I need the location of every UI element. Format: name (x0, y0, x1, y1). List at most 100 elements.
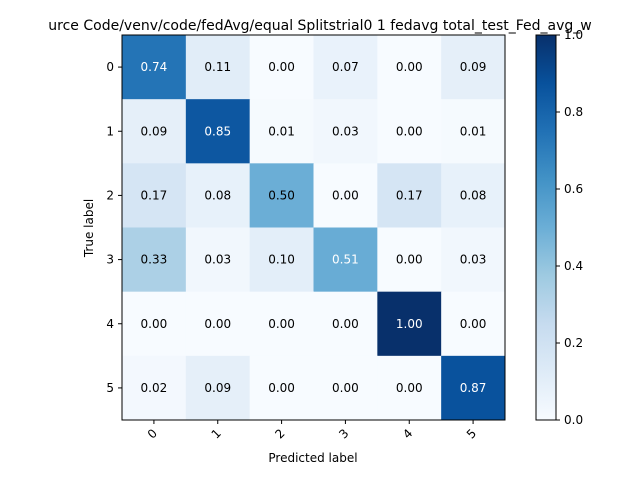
heatmap-cell (249, 99, 314, 164)
cell-value-label: 0.00 (332, 188, 359, 202)
heatmap-cell (441, 291, 506, 357)
heatmap-cell (441, 355, 506, 421)
cell-value-label: 0.00 (268, 60, 295, 74)
cell-value-label: 0.01 (268, 124, 295, 138)
cell-value-label: 0.00 (396, 124, 423, 138)
heatmap-cell (441, 227, 506, 293)
colorbar-ticks: 0.0 0.2 0.4 0.6 0.8 1.0 (556, 28, 583, 427)
colorbar-tick-label: 0.0 (564, 413, 583, 427)
x-axis-label: Predicted label (268, 451, 357, 465)
cell-value-label: 0.09 (460, 60, 487, 74)
y-tick-label: 1 (106, 124, 114, 138)
y-axis-ticks: 0 1 2 3 4 5 (106, 60, 122, 395)
cell-value-label: 0.10 (268, 253, 295, 267)
heatmap-cell (313, 35, 378, 100)
y-tick-label: 0 (106, 60, 114, 74)
heatmap-cell (441, 163, 506, 228)
heatmap-cell (313, 163, 378, 228)
heatmap-cell (377, 99, 442, 164)
heatmap-cell (122, 35, 187, 100)
cell-value-label: 0.00 (332, 381, 359, 395)
colorbar (535, 34, 557, 421)
colorbar-tick-label: 0.8 (564, 105, 583, 119)
cell-value-label: 0.00 (396, 381, 423, 395)
heatmap-cell (377, 291, 442, 357)
heatmap-cell (122, 163, 187, 228)
heatmap-cell (249, 163, 314, 228)
y-tick-label: 2 (106, 188, 114, 202)
chart-title: urce Code/venv/code/fedAvg/equal Splitst… (48, 18, 591, 34)
heatmap-cell (441, 99, 506, 164)
cell-value-label: 0.03 (204, 253, 231, 267)
y-tick-label: 5 (106, 381, 114, 395)
colorbar-tick-label: 1.0 (564, 28, 583, 42)
cell-value-label: 1.00 (396, 317, 423, 331)
heatmap-cell (185, 355, 251, 421)
y-axis-label: True label (82, 199, 96, 258)
heatmap-cell (377, 163, 442, 228)
heatmap-cell (313, 227, 378, 293)
x-tick-label: 4 (400, 426, 415, 441)
heatmap-cell (313, 291, 378, 357)
x-tick-label: 1 (209, 426, 224, 441)
heatmap-cell (122, 99, 187, 164)
cell-value-label: 0.00 (268, 317, 295, 331)
heatmap-cell (185, 163, 251, 228)
cell-value-label: 0.50 (268, 188, 295, 202)
cell-value-label: 0.17 (396, 188, 423, 202)
cell-value-label: 0.00 (204, 317, 231, 331)
heatmap-cell (185, 99, 251, 164)
plot-frame (121, 34, 506, 421)
heatmap-cell (122, 355, 187, 421)
heatmap-cell (122, 227, 187, 293)
y-tick-label: 3 (106, 253, 114, 267)
cell-value-label: 0.51 (332, 253, 359, 267)
cell-value-label: 0.00 (396, 253, 423, 267)
cell-value-label: 0.00 (268, 381, 295, 395)
cell-value-label: 0.09 (141, 124, 168, 138)
cell-value-label: 0.00 (460, 317, 487, 331)
heatmap-cell (249, 355, 314, 421)
x-tick-label: 3 (336, 426, 351, 441)
colorbar-tick-label: 0.2 (564, 336, 583, 350)
cell-value-label: 0.00 (396, 60, 423, 74)
colorbar-tick-label: 0.4 (564, 259, 583, 273)
cell-value-label: 0.03 (460, 253, 487, 267)
cell-value-label: 0.09 (204, 381, 231, 395)
heatmap-cell-labels: 0.74 0.11 0.00 0.07 0.00 0.09 0.09 0.85 0.01 0.03… (141, 60, 487, 395)
cell-value-label: 0.02 (141, 381, 168, 395)
cell-value-label: 0.87 (460, 381, 487, 395)
cell-value-label: 0.11 (204, 60, 231, 74)
cell-value-label: 0.08 (204, 188, 231, 202)
cell-value-label: 0.00 (332, 317, 359, 331)
cell-value-label: 0.03 (332, 124, 359, 138)
heatmap-cell (185, 35, 251, 100)
heatmap-cell (185, 227, 251, 293)
heatmap-cell (313, 355, 378, 421)
x-axis-ticks: 0 1 2 3 4 5 (145, 420, 479, 442)
x-tick-label: 2 (272, 426, 287, 441)
cell-value-label: 0.85 (204, 124, 231, 138)
cell-value-label: 0.00 (141, 317, 168, 331)
cell-value-label: 0.74 (141, 60, 168, 74)
cell-value-label: 0.01 (460, 124, 487, 138)
heatmap-cell (377, 355, 442, 421)
heatmap-cell (249, 291, 314, 357)
cell-value-label: 0.33 (141, 253, 168, 267)
cell-value-label: 0.08 (460, 188, 487, 202)
cell-value-label: 0.17 (141, 188, 168, 202)
heatmap-cell (122, 291, 187, 357)
heatmap-cell (185, 291, 251, 357)
cell-value-label: 0.07 (332, 60, 359, 74)
x-tick-label: 5 (464, 426, 479, 441)
heatmap-cell (249, 35, 314, 100)
heatmap-cell (377, 227, 442, 293)
heatmap-cell (441, 35, 506, 100)
x-tick-label: 0 (145, 426, 160, 441)
y-tick-label: 4 (106, 317, 114, 331)
heatmap-cell (249, 227, 314, 293)
heatmap-cell (313, 99, 378, 164)
heatmap-cell (377, 35, 442, 100)
colorbar-tick-label: 0.6 (564, 182, 583, 196)
